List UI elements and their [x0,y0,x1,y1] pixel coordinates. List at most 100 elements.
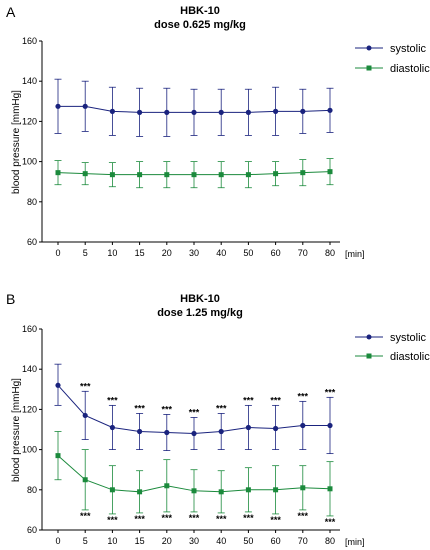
diastolic-point [218,172,224,178]
diastolic-point [55,170,61,176]
y-tick-label: 100 [22,445,37,455]
legend-diastolic-label: diastolic [390,63,430,75]
diastolic-point [273,487,279,493]
systolic-significance-label: *** [189,407,200,417]
series-diastolic: *** *** *** *** *** *** *** *** *** *** [54,431,336,527]
diastolic-point [273,171,279,177]
legend-systolic-marker [366,45,372,51]
systolic-point [55,103,61,109]
panel-a: A HBK-10 dose 0.625 mg/kg blood pressure… [6,4,430,259]
systolic-point [109,108,115,114]
panel-a-y-axis-title: blood pressure [mmHg] [11,90,22,194]
diastolic-point [109,487,115,493]
diastolic-significance-label: *** [298,511,309,521]
systolic-point [273,425,279,432]
legend-systolic-label: systolic [390,43,427,55]
x-tick-label: 60 [271,536,281,546]
panel-b-letter: B [6,291,15,307]
y-tick-label: 140 [22,76,37,86]
y-tick-label: 80 [27,197,37,207]
systolic-significance-label: *** [243,395,254,405]
systolic-point [327,107,333,113]
panel-a-plot-area: 60 80 100 120 140 160 0 5 10 15 20 30 40 50 60 70 80 [22,36,340,258]
x-tick-label: 70 [298,248,308,258]
systolic-significance-label: *** [270,395,281,405]
diastolic-significance-label: *** [134,514,145,524]
legend-diastolic-marker [366,65,372,71]
diastolic-point [109,172,115,178]
x-tick-label: 10 [107,248,117,258]
x-tick-label: 80 [325,536,335,546]
x-tick-label: 10 [107,536,117,546]
panel-b: B HBK-10 dose 1.25 mg/kg blood pressure … [6,291,430,547]
systolic-point [218,428,224,435]
x-tick-label: 5 [83,536,88,546]
x-tick-label: 30 [189,248,199,258]
diastolic-significance-label: *** [325,517,336,527]
x-tick-label: 0 [55,248,60,258]
systolic-significance-label: *** [80,381,91,391]
x-tick-label: 30 [189,536,199,546]
diastolic-point [191,172,197,178]
diastolic-significance-label: *** [270,515,281,525]
panel-a-title: HBK-10 [180,5,220,17]
panel-a-x-axis-unit: [min] [345,249,365,259]
systolic-significance-label: *** [107,395,118,405]
y-tick-label: 120 [22,404,37,414]
diastolic-point [164,172,170,178]
diastolic-point [245,487,251,493]
legend-diastolic-label: diastolic [390,351,430,363]
panel-b-x-axis-unit: [min] [345,537,365,547]
systolic-point [82,103,88,109]
legend-systolic-label: systolic [390,332,427,344]
panel-a-subtitle: dose 0.625 mg/kg [154,19,246,31]
diastolic-point [218,489,224,495]
x-tick-label: 20 [162,536,172,546]
y-tick-label: 160 [22,324,37,334]
x-tick-label: 5 [83,248,88,258]
diastolic-point [245,172,251,178]
panel-b-legend: systolic diastolic [355,332,430,363]
y-tick-label: 60 [27,525,37,535]
systolic-significance-label: *** [298,391,309,401]
diastolic-point [327,169,333,175]
systolic-point [191,109,197,115]
diastolic-significance-label: *** [162,513,173,523]
diastolic-significance-label: *** [80,511,91,521]
panel-b-title: HBK-10 [180,293,220,305]
systolic-point [137,428,143,435]
systolic-point [109,424,115,431]
systolic-point [300,422,306,429]
systolic-significance-label: *** [162,404,173,414]
diastolic-significance-label: *** [243,513,254,523]
series-systolic [54,78,334,137]
x-tick-label: 0 [55,536,60,546]
diastolic-significance-label: *** [189,513,200,523]
panel-b-y-axis-title: blood pressure [mmHg] [11,378,22,482]
diastolic-point [300,170,306,176]
x-tick-label: 15 [135,248,145,258]
systolic-significance-label: *** [134,403,145,413]
panel-a-legend: systolic diastolic [355,43,430,75]
systolic-point [164,109,170,115]
systolic-significance-label: *** [325,387,336,397]
y-tick-label: 160 [22,36,37,46]
legend-diastolic-marker [366,353,372,359]
x-tick-label: 20 [162,248,172,258]
systolic-point [191,430,197,437]
systolic-point [82,412,88,419]
diastolic-point [82,171,88,177]
x-tick-label: 15 [135,536,145,546]
systolic-point [327,422,333,429]
y-tick-label: 100 [22,157,37,167]
diastolic-point [137,489,143,495]
x-tick-label: 80 [325,248,335,258]
series-systolic: *** *** *** *** *** *** *** *** *** *** [54,363,336,455]
diastolic-point [300,485,306,491]
systolic-point [273,108,279,114]
systolic-point [245,424,251,431]
y-tick-label: 80 [27,485,37,495]
diastolic-significance-label: *** [216,514,227,524]
